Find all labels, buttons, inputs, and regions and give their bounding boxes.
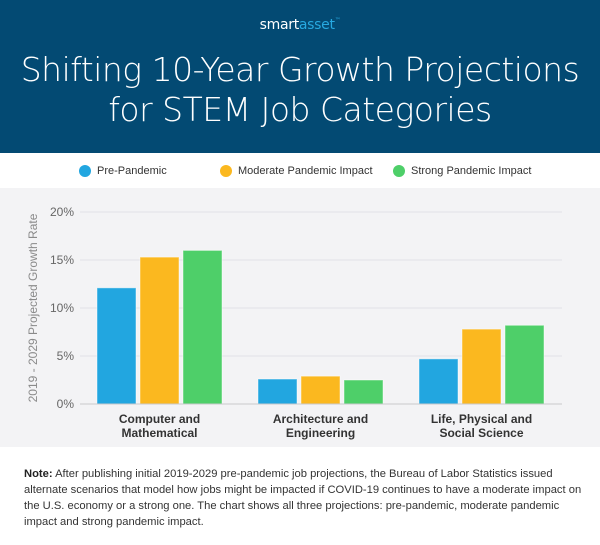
legend-label: Moderate Pandemic Impact (238, 165, 373, 177)
footnote-text: After publishing initial 2019-2029 pre-p… (24, 468, 582, 528)
y-tick-label: 20% (50, 205, 74, 219)
bar-strong-pandemic-impact (504, 324, 545, 405)
chart-title-line-1: Shifting 10-Year Growth Projections (20, 50, 580, 89)
header-banner: smartasset™ Shifting 10-Year Growth Proj… (0, 0, 600, 153)
y-tick-label: 5% (57, 349, 75, 363)
legend-item-moderate: Moderate Pandemic Impact (220, 164, 373, 178)
legend-swatch-pre-pandemic (79, 165, 91, 177)
bar-strong-pandemic-impact (182, 249, 223, 405)
legend-label: Strong Pandemic Impact (411, 165, 532, 177)
chart-title: Shifting 10-Year Growth Projections for … (0, 50, 600, 130)
footnote: Note: After publishing initial 2019-2029… (24, 466, 584, 530)
bar-strong-pandemic-impact (343, 379, 384, 405)
brand-logo: smartasset™ (0, 17, 600, 33)
x-tick-label: Computer and (119, 412, 200, 426)
brand-logo-asset: asset (298, 17, 335, 33)
y-tick-label: 10% (50, 301, 74, 315)
legend-item-strong: Strong Pandemic Impact (393, 164, 531, 178)
legend-label: Pre-Pandemic (97, 165, 167, 177)
legend-swatch-strong (393, 165, 405, 177)
footnote-label: Note: (24, 468, 53, 480)
brand-logo-smart: smart (259, 17, 300, 33)
brand-trademark: ™ (334, 17, 341, 24)
x-tick-label: Mathematical (121, 426, 197, 440)
bar-moderate-pandemic-impact (139, 256, 180, 405)
x-tick-label: Architecture and (273, 412, 368, 426)
y-tick-label: 15% (50, 253, 74, 267)
y-axis-label: 2019 - 2029 Projected Growth Rate (26, 213, 40, 402)
x-tick-label: Life, Physical and (431, 412, 532, 426)
x-tick-label: Social Science (439, 426, 523, 440)
chart-title-line-2: for STEM Job Categories (108, 90, 492, 129)
legend: Pre-Pandemic Moderate Pandemic Impact St… (0, 153, 600, 188)
bar-moderate-pandemic-impact (300, 375, 341, 405)
x-tick-label: Engineering (286, 426, 355, 440)
legend-swatch-moderate (220, 165, 232, 177)
bar-pre-pandemic (257, 378, 298, 405)
bar-pre-pandemic (96, 287, 137, 405)
legend-item-pre-pandemic: Pre-Pandemic (79, 164, 167, 178)
bar-pre-pandemic (418, 358, 459, 405)
bar-moderate-pandemic-impact (461, 328, 502, 405)
y-tick-label: 0% (57, 397, 75, 411)
